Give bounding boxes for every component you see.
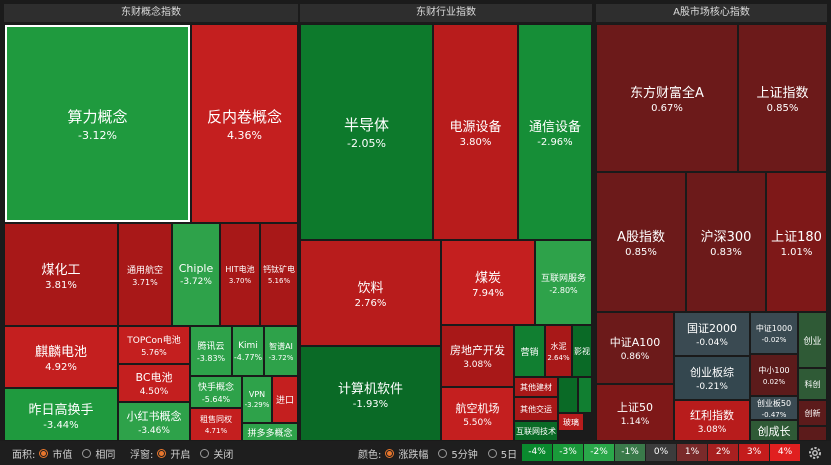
float-option-off[interactable]: 关闭 <box>213 450 234 461</box>
legend-swatch: 1% <box>677 444 707 461</box>
tile-qilin[interactable]: 麒麟电池 4.92% <box>4 326 118 388</box>
legend-swatch: 2% <box>708 444 738 461</box>
tile-gaitai[interactable]: 钙钛矿电 5.16% <box>260 223 298 326</box>
tile-shangzheng180[interactable]: 上证180 1.01% <box>766 172 827 312</box>
float-radio-on[interactable] <box>157 449 167 458</box>
area-option-shizhi[interactable]: 市值 <box>52 450 73 461</box>
tile-qitajiancai[interactable]: 其他建材 <box>514 377 558 397</box>
tile-fangdichan[interactable]: 房地产开发 3.08% <box>441 325 514 387</box>
tile-boli[interactable]: 玻璃 <box>558 413 584 431</box>
tile-zuorigao[interactable]: 昨日高换手 -3.44% <box>4 388 118 441</box>
color-option-5day[interactable]: 5日 <box>500 450 518 461</box>
area-radio-shizhi[interactable] <box>39 449 49 458</box>
tile-pinduoduo[interactable]: 拼多多概念 <box>242 423 298 441</box>
area-control: 面积: 市值 相同 <box>12 446 115 461</box>
tile-jisuanji[interactable]: 计算机软件 -1.93% <box>300 346 441 441</box>
legend-swatch: 0% <box>646 444 676 461</box>
tile-chuangyebanzong[interactable]: 创业板综 -0.21% <box>674 356 750 400</box>
tile-chuangyeban50[interactable]: 创业板50 -0.47% <box>750 396 798 420</box>
tile-yingshi[interactable]: 影视 <box>572 325 592 377</box>
tile-zhipu[interactable]: 智谱AI -3.72% <box>264 326 298 376</box>
tile-hangkong[interactable]: 航空机场 5.50% <box>441 387 514 441</box>
tile-qitajiancai-g[interactable] <box>558 377 578 413</box>
tile-bandaoti[interactable]: 半导体 -2.05% <box>300 24 433 240</box>
color-radio-zhangdie[interactable] <box>385 449 395 458</box>
legend-swatch: -3% <box>553 444 583 461</box>
tile-guozheng2000[interactable]: 国证2000 -0.04% <box>674 312 750 356</box>
tile-zhongxiao100[interactable]: 中小100 0.02% <box>750 354 798 396</box>
tile-meihuagong[interactable]: 煤化工 3.81% <box>4 223 118 326</box>
legend-swatch: -1% <box>615 444 645 461</box>
footer-bar: 面积: 市值 相同 浮窗: 开启 关闭 颜色: 涨跌幅 5分钟 5日 -4% -3… <box>0 441 831 465</box>
color-radio-5min[interactable] <box>438 449 448 458</box>
tile-tengxun[interactable]: 腾讯云 -3.83% <box>190 326 232 376</box>
float-option-on[interactable]: 开启 <box>170 450 191 461</box>
tile-hulianwangjishu[interactable]: 互联网技术 <box>514 421 558 441</box>
industry-panel-header: 东财行业指数 <box>300 4 592 22</box>
concept-panel-header: 东财概念指数 <box>4 4 298 22</box>
tile-meitan[interactable]: 煤炭 7.94% <box>441 240 535 325</box>
legend-swatch: 3% <box>739 444 769 461</box>
tile-hit[interactable]: HIT电池 3.70% <box>220 223 260 326</box>
gear-icon[interactable] <box>806 444 824 462</box>
tile-chuangxin[interactable]: 创新 <box>798 400 827 426</box>
tile-zhongzhenga100[interactable]: 中证A100 0.86% <box>596 312 674 384</box>
tile-dianyuan[interactable]: 电源设备 3.80% <box>433 24 518 240</box>
tile-small-g2[interactable] <box>578 377 592 413</box>
legend-swatch: -4% <box>522 444 552 461</box>
tile-qitajiaoyun[interactable]: 其他交运 <box>514 397 558 421</box>
tile-zhongzheng1000[interactable]: 中证1000 -0.02% <box>750 312 798 354</box>
area-option-xiangtong[interactable]: 相同 <box>95 450 116 461</box>
tile-jinkou[interactable]: 进口 <box>272 376 298 423</box>
core-panel-header: A股市场核心指数 <box>596 4 827 22</box>
tile-vpn[interactable]: VPN -3.29% <box>242 376 272 423</box>
color-option-zhangdie[interactable]: 涨跌幅 <box>398 450 429 461</box>
legend-swatch: -2% <box>584 444 614 461</box>
tile-shangzheng50[interactable]: 上证50 1.14% <box>596 384 674 441</box>
tile-hongli[interactable]: 红利指数 3.08% <box>674 400 750 441</box>
tile-xiaohongshu[interactable]: 小红书概念 -3.46% <box>118 402 190 441</box>
tile-fanneijuan[interactable]: 反内卷概念 4.36% <box>191 24 298 223</box>
tile-chiplet[interactable]: Chiple -3.72% <box>172 223 220 326</box>
tile-small-core[interactable] <box>798 426 827 441</box>
tile-tonghang[interactable]: 通用航空 3.71% <box>118 223 172 326</box>
tile-hushen300[interactable]: 沪深300 0.83% <box>686 172 766 312</box>
tile-chuangchengzhang[interactable]: 创成长 <box>750 420 798 441</box>
tile-tongxin[interactable]: 通信设备 -2.96% <box>518 24 592 240</box>
tile-kuaishou[interactable]: 快手概念 -5.64% <box>190 376 242 408</box>
tile-kimi[interactable]: Kimi -4.77% <box>232 326 264 376</box>
color-option-5min[interactable]: 5分钟 <box>451 450 478 461</box>
tile-dongcai[interactable]: 东方财富全A 0.67% <box>596 24 738 172</box>
tile-suanli[interactable]: 算力概念 -3.12% <box>4 24 191 223</box>
tile-yinliao[interactable]: 饮料 2.76% <box>300 240 441 346</box>
tile-agu[interactable]: A股指数 0.85% <box>596 172 686 312</box>
tile-kechuang[interactable]: 科创 <box>798 368 827 400</box>
area-radio-xiangtong[interactable] <box>82 449 92 458</box>
tile-bc[interactable]: BC电池 4.50% <box>118 364 190 402</box>
color-control: 颜色: 涨跌幅 5分钟 5日 <box>358 446 517 461</box>
float-control: 浮窗: 开启 关闭 <box>130 446 233 461</box>
tile-shuini[interactable]: 水泥 2.64% <box>545 325 572 377</box>
tile-topcon[interactable]: TOPCon电池 5.76% <box>118 326 190 364</box>
tile-yingxiao[interactable]: 营销 <box>514 325 545 377</box>
tile-chuangye[interactable]: 创业 <box>798 312 827 368</box>
tile-zuolin[interactable]: 租售同权 4.71% <box>190 408 242 441</box>
color-radio-5day[interactable] <box>487 449 497 458</box>
tile-hulianwang[interactable]: 互联网服务 -2.80% <box>535 240 592 325</box>
legend-swatch: 4% <box>770 444 800 461</box>
tile-shangzheng[interactable]: 上证指数 0.85% <box>738 24 827 172</box>
float-radio-off[interactable] <box>200 449 210 458</box>
